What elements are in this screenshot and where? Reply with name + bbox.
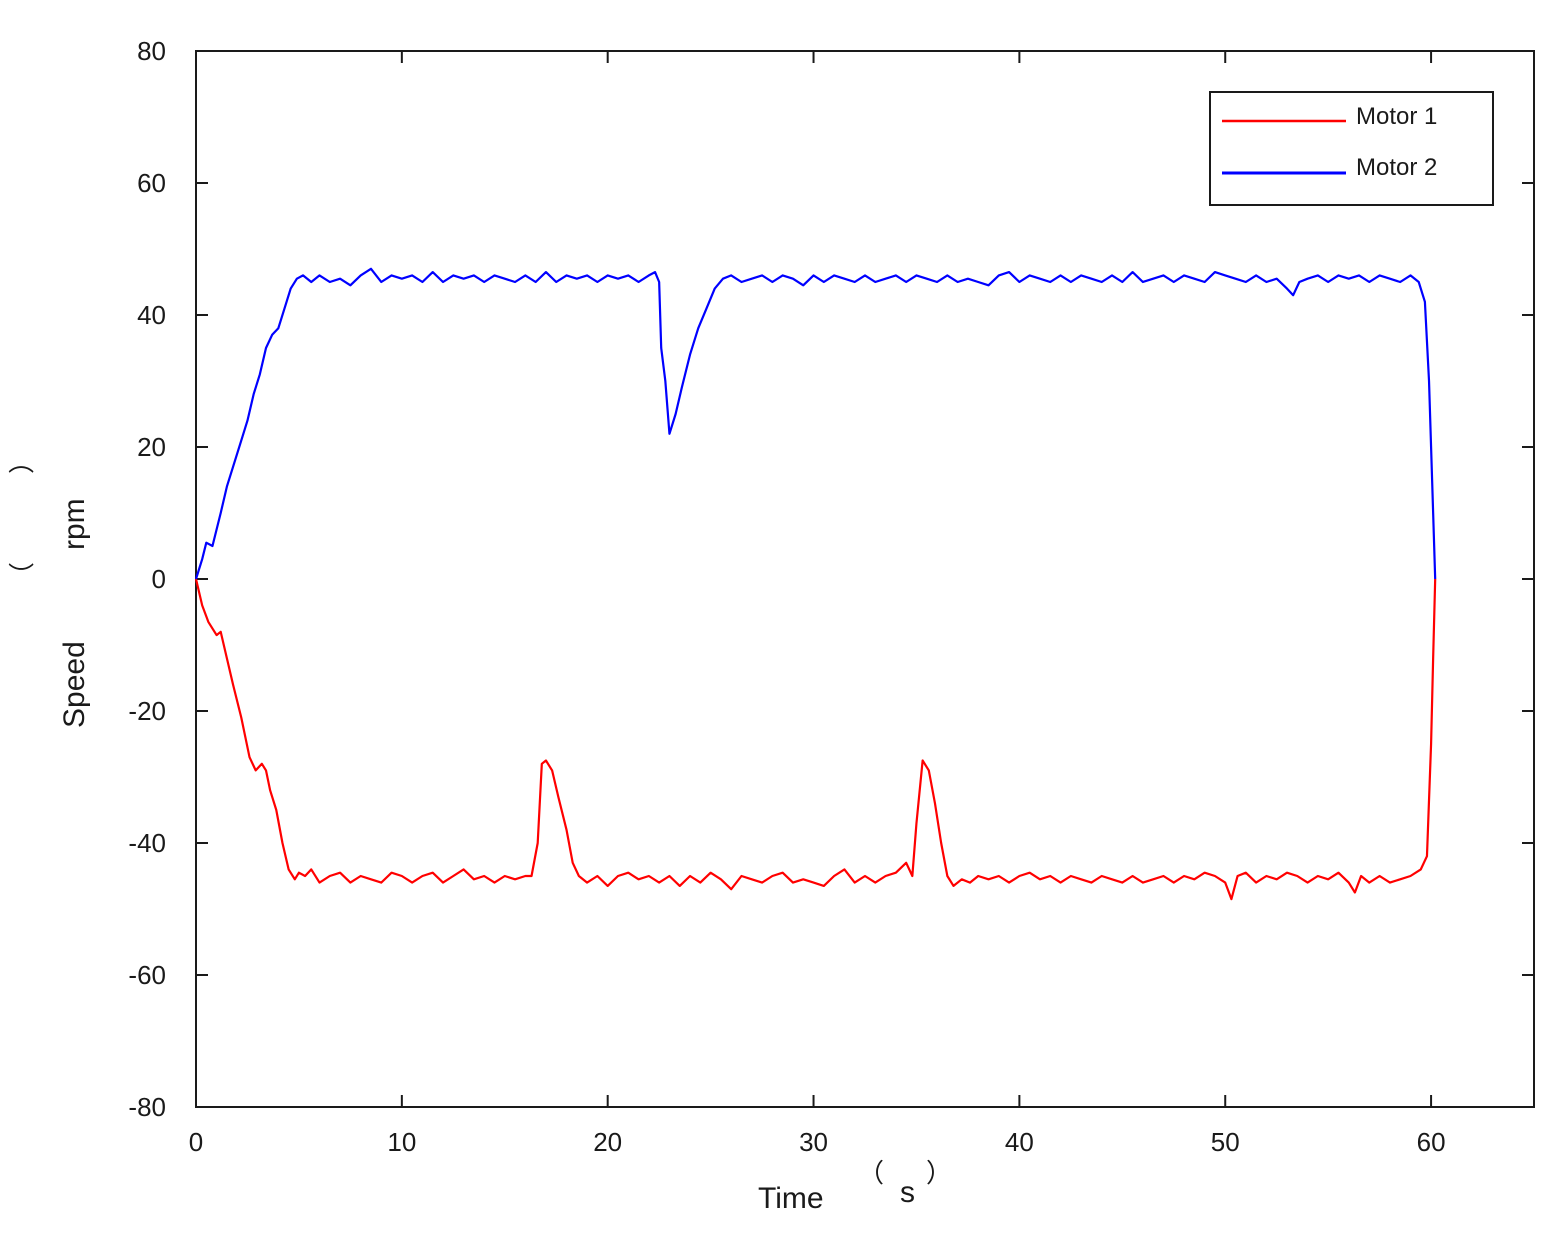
x-axis-unit: s <box>900 1176 915 1209</box>
plot-area <box>195 50 1535 1108</box>
x-tick-label: 10 <box>387 1127 416 1157</box>
x-tick-label: 30 <box>799 1127 828 1157</box>
x-tick-label: 40 <box>1005 1127 1034 1157</box>
y-tick-label: 60 <box>137 168 166 198</box>
y-axis-unit: rpm <box>58 498 91 550</box>
y-axis-title: Speed <box>58 641 91 728</box>
x-tick-label: 50 <box>1211 1127 1240 1157</box>
x-axis-label: Time （ s ） <box>758 1158 952 1215</box>
y-tick-label: 80 <box>137 36 166 66</box>
legend-label-motor-1: Motor 1 <box>1356 103 1437 130</box>
x-axis-unit-open-paren: （ <box>858 1158 884 1188</box>
series-line-motor-1 <box>194 578 1437 901</box>
axis-tick-labels: 0 10 20 30 40 50 60 80 60 40 20 0 -20 -40 -60 -80 <box>128 36 1445 1157</box>
y-axis-unit-close-paren: ） <box>7 448 37 474</box>
y-tick-label: -80 <box>128 1092 166 1122</box>
x-axis-title: Time <box>758 1182 824 1215</box>
y-tick-label: -40 <box>128 828 166 858</box>
y-tick-label: -60 <box>128 960 166 990</box>
y-tick-label: 0 <box>152 564 166 594</box>
series-lines <box>194 267 1437 901</box>
plot-border <box>195 50 1535 1108</box>
legend: Motor 1 Motor 2 <box>1209 91 1494 206</box>
legend-label-motor-2: Motor 2 <box>1356 154 1437 181</box>
x-axis-unit-close-paren: ） <box>926 1158 952 1188</box>
y-axis-label: Speed （ rpm ） <box>7 448 91 728</box>
axis-ticks <box>195 50 1534 1108</box>
y-tick-label: 20 <box>137 432 166 462</box>
y-tick-label: 40 <box>137 300 166 330</box>
x-tick-label: 20 <box>593 1127 622 1157</box>
series-line-motor-2 <box>194 267 1437 580</box>
x-tick-label: 60 <box>1417 1127 1446 1157</box>
y-tick-label: -20 <box>128 696 166 726</box>
x-tick-label: 0 <box>189 1127 203 1157</box>
y-axis-unit-open-paren: （ <box>7 562 37 588</box>
legend-box <box>1209 91 1494 206</box>
